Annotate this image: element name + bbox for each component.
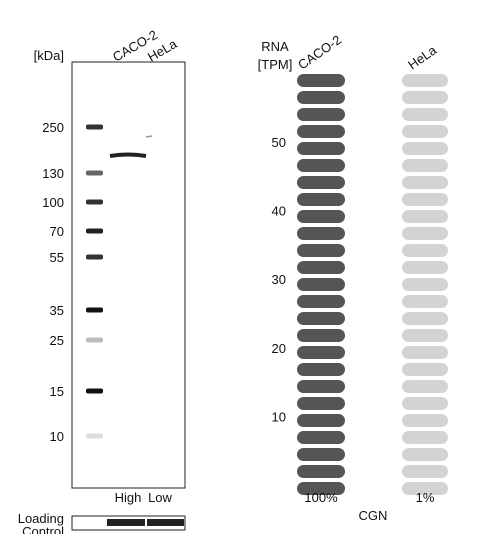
pill: [297, 397, 345, 410]
pill: [297, 346, 345, 359]
unit-label: [kDa]: [34, 48, 64, 63]
pill: [402, 482, 448, 495]
pill: [297, 108, 345, 121]
tpm-tick-label: 30: [272, 272, 286, 287]
pill: [402, 363, 448, 376]
ladder-band: [86, 388, 103, 394]
pill: [297, 176, 345, 189]
tpm-tick-label: 50: [272, 135, 286, 150]
pill: [297, 261, 345, 274]
pill: [297, 159, 345, 172]
marker-label: 70: [50, 224, 64, 239]
pill: [297, 295, 345, 308]
tpm-tick-label: 10: [272, 409, 286, 424]
pill: [402, 193, 448, 206]
tick-group: 50 40 30 20 10: [272, 135, 286, 424]
pill: [297, 227, 345, 240]
pill: [297, 363, 345, 376]
pill: [402, 261, 448, 274]
marker-label: 250: [42, 120, 64, 135]
pill: [297, 278, 345, 291]
pill: [402, 74, 448, 87]
tpm-tick-label: 40: [272, 204, 286, 219]
blot-panel: [71, 61, 186, 489]
pill: [297, 142, 345, 155]
ladder-band: [86, 254, 103, 260]
percentage: 1%: [416, 490, 435, 505]
ladder-band: [86, 124, 103, 130]
pill: [402, 295, 448, 308]
pill: [297, 210, 345, 223]
pill: [402, 125, 448, 138]
ladder-band: [86, 228, 103, 234]
pill: [297, 244, 345, 257]
pill: [402, 448, 448, 461]
gene-name: CGN: [359, 508, 388, 523]
rna-label: RNA: [261, 39, 289, 54]
pill: [402, 346, 448, 359]
loading-band: [107, 519, 145, 526]
pill: [297, 193, 345, 206]
faint-band: [145, 135, 153, 138]
rna-label: [TPM]: [258, 57, 293, 72]
ladder-band: [86, 337, 103, 343]
pill: [402, 278, 448, 291]
marker-label: 100: [42, 195, 64, 210]
pill: [402, 329, 448, 342]
pill: [402, 414, 448, 427]
pill: [297, 329, 345, 342]
pill: [402, 431, 448, 444]
ladder-band: [86, 433, 103, 439]
pill: [297, 312, 345, 325]
marker-label: 10: [50, 429, 64, 444]
ladder-band: [86, 199, 103, 205]
loading-label: Control: [22, 524, 64, 534]
percentage: 100%: [304, 490, 338, 505]
marker-group: 250 130 100 70 55 35 25 15 10: [42, 120, 103, 444]
pill-group: [297, 74, 448, 495]
loading-band: [147, 519, 184, 526]
pill: [297, 91, 345, 104]
pill: [297, 380, 345, 393]
pill: [402, 176, 448, 189]
pill: [297, 482, 345, 495]
pill: [402, 397, 448, 410]
pill: [402, 227, 448, 240]
level-label: High: [115, 490, 142, 505]
pill: [402, 244, 448, 257]
ladder-band: [86, 170, 103, 176]
pill: [297, 431, 345, 444]
pill: [297, 74, 345, 87]
sample-band: [109, 152, 147, 158]
ladder-band: [86, 307, 103, 313]
pill: [297, 448, 345, 461]
sample-label: HeLa: [405, 42, 440, 73]
marker-label: 35: [50, 303, 64, 318]
pill: [402, 210, 448, 223]
marker-label: 130: [42, 166, 64, 181]
level-label: Low: [148, 490, 172, 505]
pill: [297, 125, 345, 138]
pill: [402, 142, 448, 155]
pill: [402, 159, 448, 172]
pill: [297, 465, 345, 478]
marker-label: 25: [50, 333, 64, 348]
pill: [402, 312, 448, 325]
pill: [402, 465, 448, 478]
pill: [402, 91, 448, 104]
loading-label: Loading: [18, 511, 64, 526]
sample-label: CACO-2: [295, 32, 344, 72]
marker-label: 15: [50, 384, 64, 399]
pill: [402, 108, 448, 121]
tpm-tick-label: 20: [272, 341, 286, 356]
pill: [402, 380, 448, 393]
pill: [297, 414, 345, 427]
marker-label: 55: [50, 250, 64, 265]
